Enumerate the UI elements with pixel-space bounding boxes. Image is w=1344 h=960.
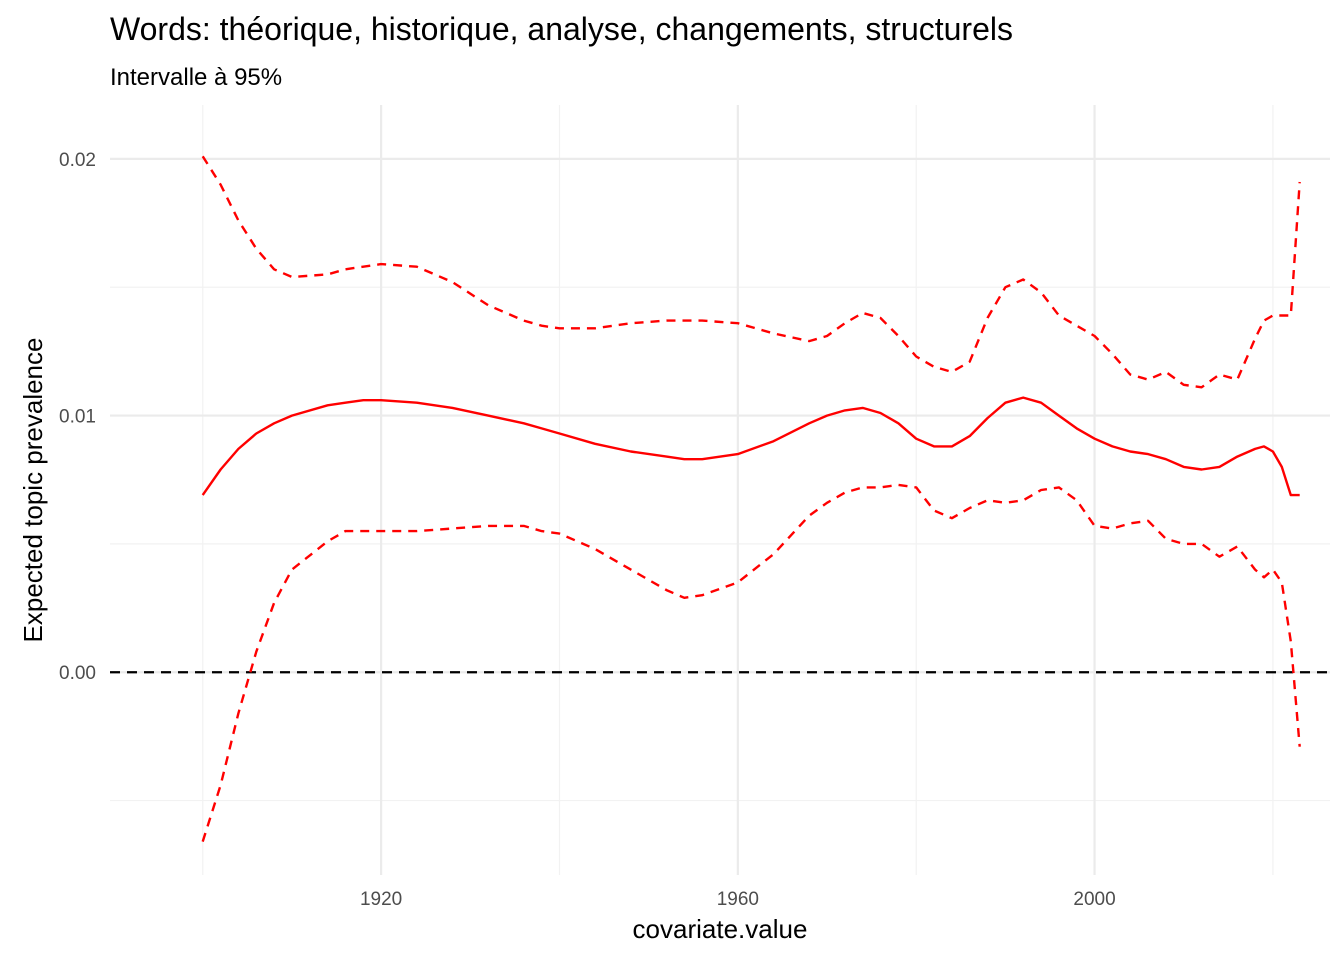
major-gridlines (110, 105, 1330, 875)
x-axis-title: covariate.value (633, 914, 808, 944)
y-tick-label: 0.00 (59, 663, 96, 684)
x-tick-label: 1960 (717, 889, 759, 910)
y-axis-ticks: 0.00 0.01 0.02 (59, 150, 96, 684)
chart-title: Words: théorique, historique, analyse, c… (110, 11, 1013, 47)
lower-95-line (201, 483, 1301, 842)
x-tick-label: 1920 (360, 889, 402, 910)
series-group (201, 155, 1301, 842)
estimate-line (201, 396, 1300, 497)
x-tick-label: 2000 (1073, 889, 1115, 910)
minor-gridlines (110, 105, 1330, 875)
y-tick-label: 0.01 (59, 407, 96, 428)
chart-subtitle: Intervalle à 95% (110, 64, 282, 91)
y-axis-title: Expected topic prevalence (18, 338, 48, 643)
y-tick-label: 0.02 (59, 150, 96, 171)
x-axis-ticks: 1920 1960 2000 (360, 889, 1116, 910)
upper-95-line (201, 155, 1301, 389)
